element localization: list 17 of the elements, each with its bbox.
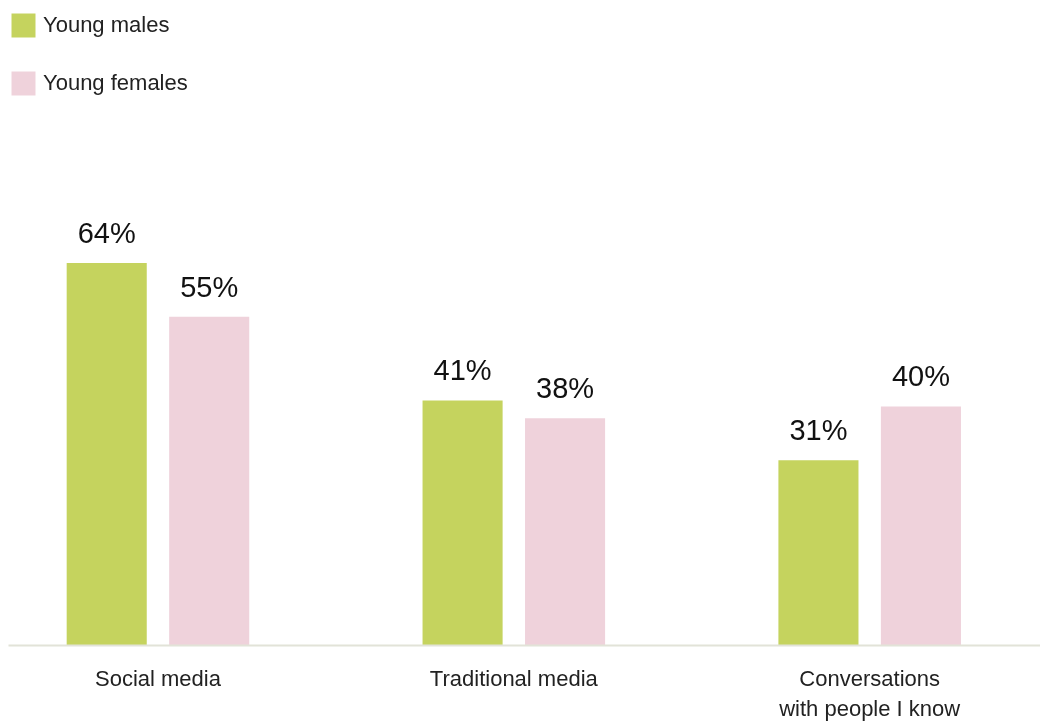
legend-label: Young males [43,12,170,38]
data-label: 41% [433,354,492,387]
data-label: 38% [536,372,595,405]
data-label: 40% [891,360,950,393]
data-label: 55% [180,270,239,303]
data-label: 31% [789,414,848,447]
data-label: 64% [77,216,136,249]
bar [422,400,503,646]
bar [66,262,147,646]
bar [525,418,606,646]
bar [778,460,859,646]
bar [169,316,250,646]
x-tick-label: Traditional media [429,665,599,691]
bar [880,406,961,646]
x-tick-label: Social media [94,665,222,691]
x-tick-label: Conversations with people I know [778,665,961,721]
legend-label: Young females [43,70,188,96]
